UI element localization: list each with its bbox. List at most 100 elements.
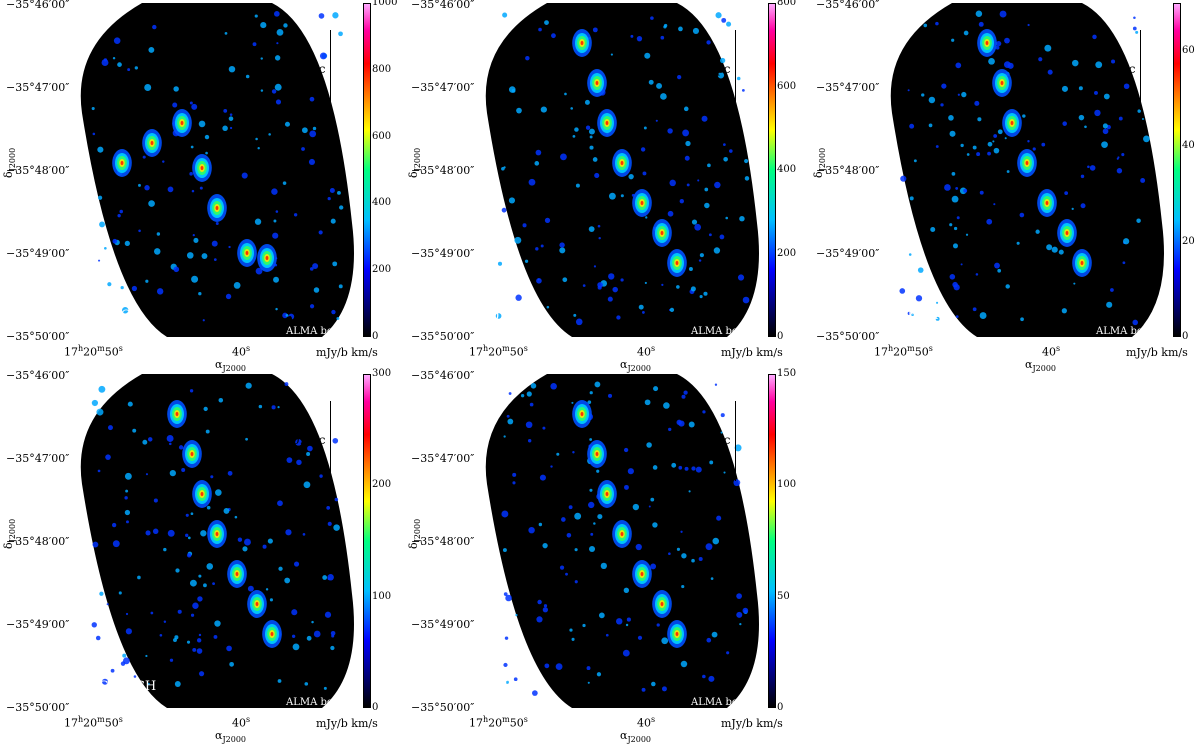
noise-speckle: [117, 213, 121, 218]
noise-speckle: [1102, 123, 1108, 129]
noise-speckle: [1103, 93, 1110, 100]
noise-speckle: [913, 159, 917, 163]
noise-speckle: [327, 521, 332, 526]
noise-speckle: [190, 613, 195, 617]
x-axis-label: αJ2000: [215, 729, 247, 744]
noise-speckle: [506, 414, 510, 418]
noise-speckle: [107, 425, 113, 431]
noise-speckle: [709, 460, 714, 465]
noise-speckle: [1027, 23, 1030, 27]
noise-speckle: [192, 647, 197, 652]
filament-emission: [1000, 81, 1004, 85]
noise-speckle: [600, 562, 607, 570]
noise-speckle: [286, 457, 293, 464]
filament-emission: [640, 201, 644, 205]
noise-speckle: [628, 173, 634, 180]
noise-speckle: [503, 592, 508, 596]
noise-speckle: [582, 284, 586, 287]
noise-speckle: [708, 233, 712, 237]
noise-speckle: [202, 319, 205, 322]
noise-speckle: [97, 195, 103, 200]
noise-speckle: [277, 679, 282, 683]
noise-speckle: [550, 383, 557, 390]
noise-speckle: [935, 21, 939, 26]
noise-speckle: [206, 563, 214, 570]
noise-speckle: [110, 668, 115, 673]
noise-speckle: [92, 541, 99, 548]
noise-speckle: [688, 266, 693, 271]
colorbar: [768, 374, 776, 708]
filament-emission: [640, 572, 644, 576]
noise-speckle: [502, 12, 508, 18]
colorbar-tick-label: 0: [1182, 331, 1189, 342]
scale-bar-label: 0.5pc: [1102, 62, 1136, 76]
noise-speckle: [211, 240, 218, 247]
y-tick-label: −35°50′00″: [411, 330, 475, 343]
noise-speckle: [686, 183, 690, 187]
beam-ellipse: [693, 687, 697, 693]
noise-speckle: [205, 151, 208, 155]
noise-speckle: [993, 147, 1000, 154]
noise-speckle: [1061, 308, 1067, 314]
filament-emission: [1025, 161, 1029, 165]
noise-speckle: [975, 10, 983, 18]
noise-speckle: [593, 522, 596, 525]
noise-speckle: [291, 634, 296, 638]
noise-speckle: [941, 83, 947, 89]
noise-speckle: [626, 617, 631, 622]
noise-speckle: [247, 585, 254, 592]
noise-speckle: [1027, 140, 1030, 143]
noise-speckle: [661, 283, 664, 287]
x-axis-label: αJ2000: [620, 358, 652, 374]
noise-speckle: [1046, 244, 1053, 251]
noise-speckle: [1041, 142, 1046, 147]
noise-speckle: [711, 631, 718, 638]
noise-speckle: [163, 547, 167, 552]
y-tick-label: −35°46′00″: [816, 0, 880, 11]
noise-speckle: [229, 661, 234, 667]
filament-emission: [985, 41, 989, 45]
noise-speckle: [597, 285, 602, 290]
noise-speckle: [112, 238, 118, 244]
noise-speckle: [592, 157, 598, 162]
noise-speckle: [589, 438, 593, 441]
noise-speckle: [663, 23, 668, 28]
noise-speckle: [156, 288, 164, 295]
noise-speckle: [508, 197, 516, 204]
noise-speckle: [329, 187, 335, 193]
noise-speckle: [189, 172, 193, 176]
colorbar-unit: mJy/b km/s: [721, 346, 783, 359]
noise-speckle: [1116, 168, 1123, 174]
noise-speckle: [734, 444, 742, 452]
noise-speckle: [1123, 238, 1130, 245]
y-tick-label: −35°46′00″: [411, 369, 475, 382]
noise-speckle: [928, 123, 933, 128]
noise-speckle: [282, 312, 288, 319]
noise-speckle: [574, 548, 578, 552]
noise-speckle: [652, 465, 658, 470]
noise-speckle: [949, 223, 953, 227]
y-tick-label: −35°49′00″: [411, 247, 475, 260]
noise-speckle: [1006, 170, 1010, 173]
noise-speckle: [339, 205, 344, 210]
noise-speckle: [120, 661, 126, 666]
noise-speckle: [559, 242, 565, 248]
noise-speckle: [532, 690, 538, 696]
noise-speckle: [723, 471, 726, 474]
noise-speckle: [1087, 165, 1090, 169]
noise-speckle: [327, 574, 334, 581]
noise-speckle: [719, 234, 725, 240]
noise-speckle: [630, 34, 634, 38]
x-axis-label: αJ2000: [1025, 358, 1057, 374]
noise-speckle: [312, 263, 319, 270]
noise-speckle: [616, 315, 621, 320]
noise-speckle: [1062, 121, 1067, 126]
noise-speckle: [742, 607, 749, 614]
noise-speckle: [661, 686, 667, 692]
noise-speckle: [99, 221, 105, 228]
filament-emission: [180, 121, 184, 125]
filament-emission: [660, 231, 664, 235]
noise-speckle: [301, 147, 305, 151]
filament-emission: [1080, 261, 1084, 265]
noise-speckle: [319, 474, 323, 478]
